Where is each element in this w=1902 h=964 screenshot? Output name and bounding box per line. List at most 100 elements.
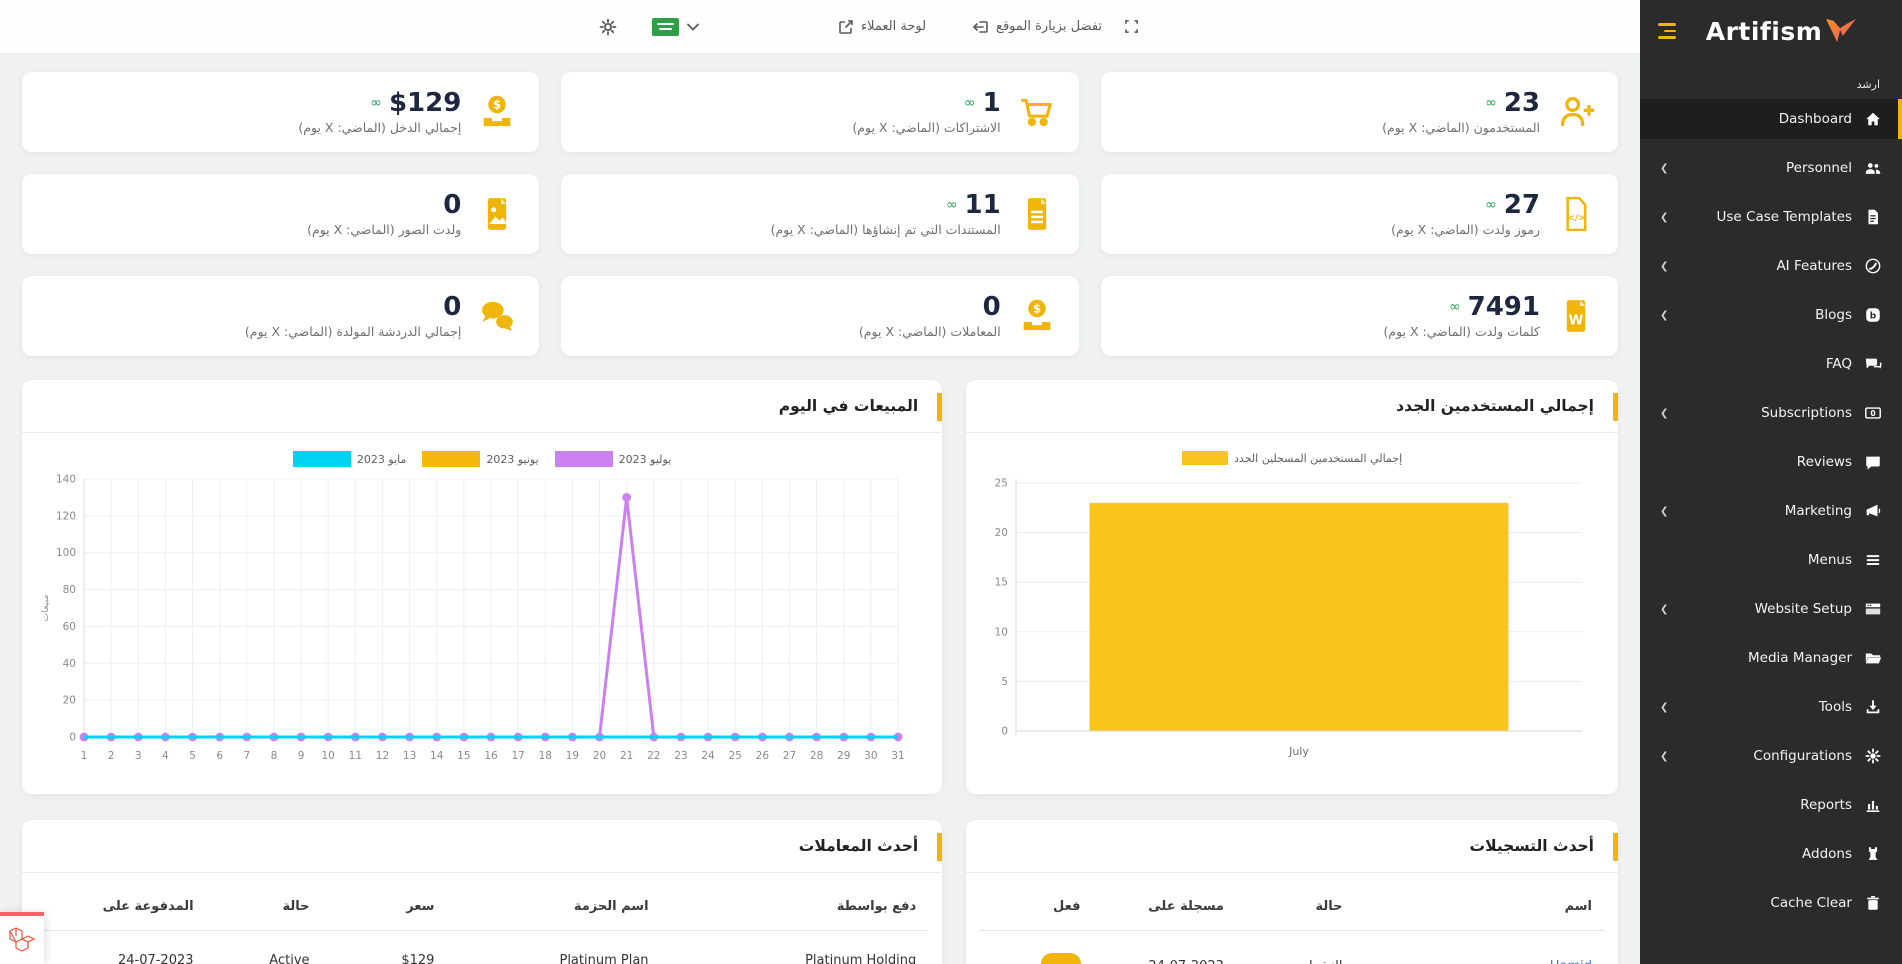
sidebar-logo-row: Artifism bbox=[1640, 0, 1902, 62]
sidebar-item-marketing[interactable]: Marketing ❯ bbox=[1640, 491, 1902, 531]
svg-text:18: 18 bbox=[539, 750, 552, 762]
sidebar-item-cache-clear[interactable]: Cache Clear bbox=[1640, 883, 1902, 923]
sidebar-item-label: Website Setup bbox=[1754, 601, 1852, 617]
svg-text:31: 31 bbox=[891, 750, 904, 762]
svg-text:40: 40 bbox=[63, 658, 76, 670]
sidebar-item-configurations[interactable]: Configurations ❯ bbox=[1640, 736, 1902, 776]
line-chart-legend: مايو 2023 يونيو 2023 يوليو 2023 bbox=[36, 441, 928, 471]
sidebar-section-label: ارشد bbox=[1856, 78, 1880, 91]
svg-text:19: 19 bbox=[566, 750, 579, 762]
infinity-icon: ∞ bbox=[370, 95, 382, 111]
sidebar-item-dashboard[interactable]: Dashboard bbox=[1640, 99, 1902, 139]
sidebar-item-label: Blogs bbox=[1815, 307, 1852, 323]
app-logo[interactable]: Artifism bbox=[1676, 16, 1888, 46]
code-file-icon: </> bbox=[1556, 194, 1596, 234]
sales-chart-card: المبيعات في اليوم مايو 2023 يونيو 2023 يول… bbox=[22, 380, 943, 794]
svg-text:10: 10 bbox=[995, 626, 1008, 638]
stats-grid: 23 ∞ المستخدمون (الماضي: X يوم) 1 ∞ الاشتراكا… bbox=[22, 72, 1618, 356]
svg-text:20: 20 bbox=[593, 750, 606, 762]
svg-text:15: 15 bbox=[995, 577, 1008, 589]
stat-label: ولدت الصور (الماضي: X يوم) bbox=[307, 222, 462, 238]
settings-gear-icon[interactable] bbox=[598, 17, 618, 37]
sidebar-item-menus[interactable]: Menus bbox=[1640, 540, 1902, 580]
sidebar-item-subscriptions[interactable]: 0 Subscriptions ❯ bbox=[1640, 393, 1902, 433]
svg-text:16: 16 bbox=[484, 750, 498, 762]
stat-label: إجمالي الدخل (الماضي: X يوم) bbox=[298, 120, 462, 136]
card-title: أحدث التسجيلات bbox=[966, 820, 1618, 873]
stat-value: 0 bbox=[443, 291, 462, 322]
sidebar-item-label: Configurations bbox=[1753, 748, 1852, 764]
svg-text:20: 20 bbox=[995, 527, 1008, 539]
svg-text:20: 20 bbox=[63, 695, 76, 707]
addon-rook-icon bbox=[1864, 845, 1882, 863]
stat-body: 23 ∞ المستخدمون (الماضي: X يوم) bbox=[1382, 89, 1540, 136]
table-cell: $129 bbox=[321, 930, 447, 964]
sidebar-item-use-case-templates[interactable]: Use Case Templates ❯ bbox=[1640, 197, 1902, 237]
money-tray-icon: $ bbox=[1017, 296, 1057, 336]
action-button[interactable] bbox=[1040, 953, 1081, 964]
legend-item[interactable]: مايو 2023 bbox=[292, 451, 406, 467]
trash-icon bbox=[1864, 894, 1882, 912]
stat-card-subscriptions: 1 ∞ الاشتراكات (الماضي: X يوم) bbox=[561, 72, 1079, 152]
template-file-icon bbox=[1864, 208, 1882, 226]
report-chart-icon bbox=[1864, 796, 1882, 814]
sidebar-item-personnel[interactable]: Personnel ❯ bbox=[1640, 148, 1902, 188]
fullscreen-icon[interactable] bbox=[1124, 19, 1139, 34]
sidebar-toggle-icon[interactable] bbox=[1654, 23, 1676, 39]
table-row[interactable]: Platinum Holding Platinum Plan $129 Active 2… bbox=[36, 930, 929, 964]
laravel-badge[interactable] bbox=[0, 912, 44, 964]
svg-text:5: 5 bbox=[1002, 676, 1009, 688]
visit-site-label: تفضل بزيارة الموقع bbox=[996, 19, 1103, 34]
sidebar-item-label: AI Features bbox=[1776, 258, 1852, 274]
new-users-chart-title: إجمالي المستخدمين الجدد bbox=[1396, 397, 1594, 415]
sidebar-item-reports[interactable]: Reports bbox=[1640, 785, 1902, 825]
table-header-row: دفع بواسطة اسم الحزمة سعر حالة المدفوعة على bbox=[36, 879, 928, 931]
svg-text:4: 4 bbox=[162, 750, 169, 762]
infinity-icon: ∞ bbox=[945, 197, 958, 213]
card-title: أحدث المعاملات bbox=[22, 820, 943, 873]
client-dashboard-link[interactable]: لوحة العملاء bbox=[837, 18, 926, 36]
svg-text:60: 60 bbox=[63, 621, 76, 633]
sidebar-item-ai-features[interactable]: AI Features ❯ bbox=[1640, 246, 1902, 286]
stat-card-income: $ $129 ∞ إجمالي الدخل (الماضي: X يوم) bbox=[22, 72, 540, 152]
sidebar-item-label: Subscriptions bbox=[1761, 405, 1852, 421]
sidebar-item-blogs[interactable]: b Blogs ❯ bbox=[1640, 295, 1902, 335]
sidebar-item-reviews[interactable]: Reviews bbox=[1640, 442, 1902, 482]
sidebar-item-faq[interactable]: FAQ bbox=[1640, 344, 1902, 384]
sidebar-item-addons[interactable]: Addons bbox=[1640, 834, 1902, 874]
sidebar-item-media-manager[interactable]: Media Manager bbox=[1640, 638, 1902, 678]
menu-bars-icon bbox=[1864, 551, 1882, 569]
new-users-bar-chart: 0 5 10 15 20 25 July bbox=[995, 478, 1583, 758]
column-header: اسم bbox=[1564, 899, 1592, 914]
stat-value: 7491 bbox=[1467, 291, 1540, 322]
card-title: المبيعات في اليوم bbox=[22, 380, 943, 433]
table-row[interactable]: Hamidالنشط24-07-2023 bbox=[980, 930, 1604, 964]
stat-card-documents: 11 ∞ المستندات التي تم إنشاؤها (الماضي: X … bbox=[561, 174, 1079, 254]
bar-chart-legend: إجمالي المستخدمين المسجلين الجدد bbox=[980, 441, 1604, 469]
legend-item[interactable]: يوليو 2023 bbox=[554, 451, 671, 467]
infinity-icon: ∞ bbox=[963, 95, 976, 111]
title-accent-bar bbox=[1613, 393, 1618, 421]
svg-text:11: 11 bbox=[349, 750, 362, 762]
chevron-icon: ❯ bbox=[1660, 407, 1669, 419]
stat-value: $129 bbox=[388, 87, 462, 118]
visit-site-link[interactable]: تفضل بزيارة الموقع bbox=[972, 18, 1102, 36]
chat-icon bbox=[477, 296, 517, 336]
svg-text:1: 1 bbox=[81, 750, 88, 762]
title-accent-bar bbox=[937, 833, 943, 861]
svg-text:24: 24 bbox=[701, 750, 715, 762]
language-selector[interactable] bbox=[652, 17, 699, 36]
stat-card-users: 23 ∞ المستخدمون (الماضي: X يوم) bbox=[1100, 72, 1618, 152]
main-area: لوحة العملاء تفضل بزيارة الموقع 23 ∞ المست… bbox=[0, 0, 1640, 964]
legend-item[interactable]: يونيو 2023 bbox=[422, 451, 539, 467]
svg-text:5: 5 bbox=[189, 750, 196, 762]
stat-label: المعاملات (الماضي: X يوم) bbox=[858, 324, 1001, 340]
exit-arrow-icon bbox=[972, 20, 988, 33]
sidebar-item-label: Reviews bbox=[1796, 454, 1852, 470]
sidebar-item-website-setup[interactable]: Website Setup ❯ bbox=[1640, 589, 1902, 629]
sidebar-item-tools[interactable]: Tools ❯ bbox=[1640, 687, 1902, 727]
registrations-card: أحدث التسجيلات اسم حالة مسجلة على فعل Hamidا… bbox=[966, 820, 1618, 964]
sidebar-item-label: Use Case Templates bbox=[1716, 209, 1852, 225]
name-link[interactable]: Hamid bbox=[1354, 930, 1604, 964]
